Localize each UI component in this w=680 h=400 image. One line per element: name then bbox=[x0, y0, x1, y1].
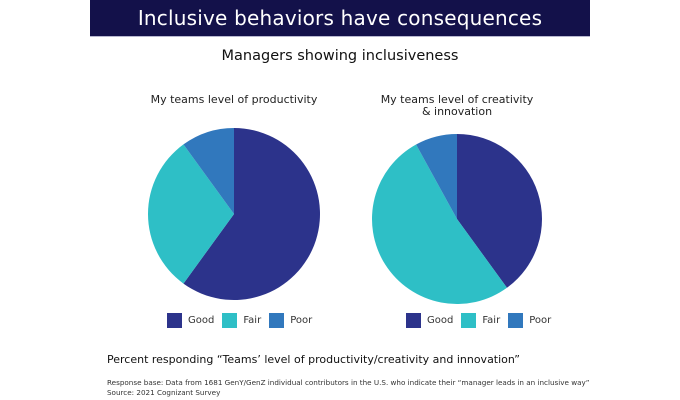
legend-productivity: Good Fair Poor bbox=[167, 313, 320, 328]
pie-slice-good bbox=[183, 128, 320, 300]
source: Source: 2021 Cognizant Survey bbox=[107, 387, 221, 397]
page-title: Inclusive behaviors have consequences bbox=[137, 6, 543, 30]
legend-item-good: Good bbox=[406, 313, 453, 328]
pie-title-productivity: My teams level of productivity bbox=[150, 93, 318, 106]
legend-label: Fair bbox=[482, 315, 501, 326]
pie-slice-good bbox=[457, 134, 542, 288]
legend-swatch-fair bbox=[461, 313, 477, 328]
pie-title-line: & innovation bbox=[421, 105, 493, 118]
legend-label: Good bbox=[188, 315, 215, 326]
legend-swatch-poor bbox=[269, 313, 285, 328]
legend-item-fair: Fair bbox=[461, 313, 500, 328]
legend-label: Fair bbox=[243, 315, 262, 326]
legend-label: Poor bbox=[529, 315, 552, 326]
legend-swatch-fair bbox=[222, 313, 238, 328]
legend-label: Good bbox=[427, 315, 454, 326]
pie-title-creativity: My teams level of creativity & innovatio… bbox=[357, 94, 557, 118]
legend-swatch-good bbox=[167, 313, 182, 328]
legend-swatch-poor bbox=[508, 313, 524, 328]
response-base: Response base: Data from 1681 GenY/GenZ … bbox=[107, 378, 590, 387]
chart-subtitle: Managers showing inclusiveness bbox=[221, 48, 459, 64]
pie-slice-fair bbox=[372, 144, 507, 304]
survey-question: Percent responding “Teams’ level of prod… bbox=[107, 353, 520, 366]
legend-item-fair: Fair bbox=[222, 313, 261, 328]
legend-creativity: Good Fair Poor bbox=[406, 313, 559, 328]
legend-item-poor: Poor bbox=[269, 313, 312, 328]
header-banner: Inclusive behaviors have consequences bbox=[90, 0, 590, 37]
pie-chart-creativity bbox=[372, 134, 542, 304]
legend-swatch-good bbox=[406, 313, 421, 328]
legend-label: Poor bbox=[290, 315, 313, 326]
pie-chart-productivity bbox=[148, 128, 320, 300]
pie-slice-fair bbox=[148, 144, 234, 284]
pie-slice-poor bbox=[183, 128, 234, 214]
footnote: Response base: Data from 1681 GenY/GenZ … bbox=[107, 378, 590, 397]
legend-item-poor: Poor bbox=[508, 313, 551, 328]
pie-slice-poor bbox=[416, 134, 457, 219]
legend-item-good: Good bbox=[167, 313, 214, 328]
pie-title-line: My teams level of creativity bbox=[380, 93, 534, 106]
